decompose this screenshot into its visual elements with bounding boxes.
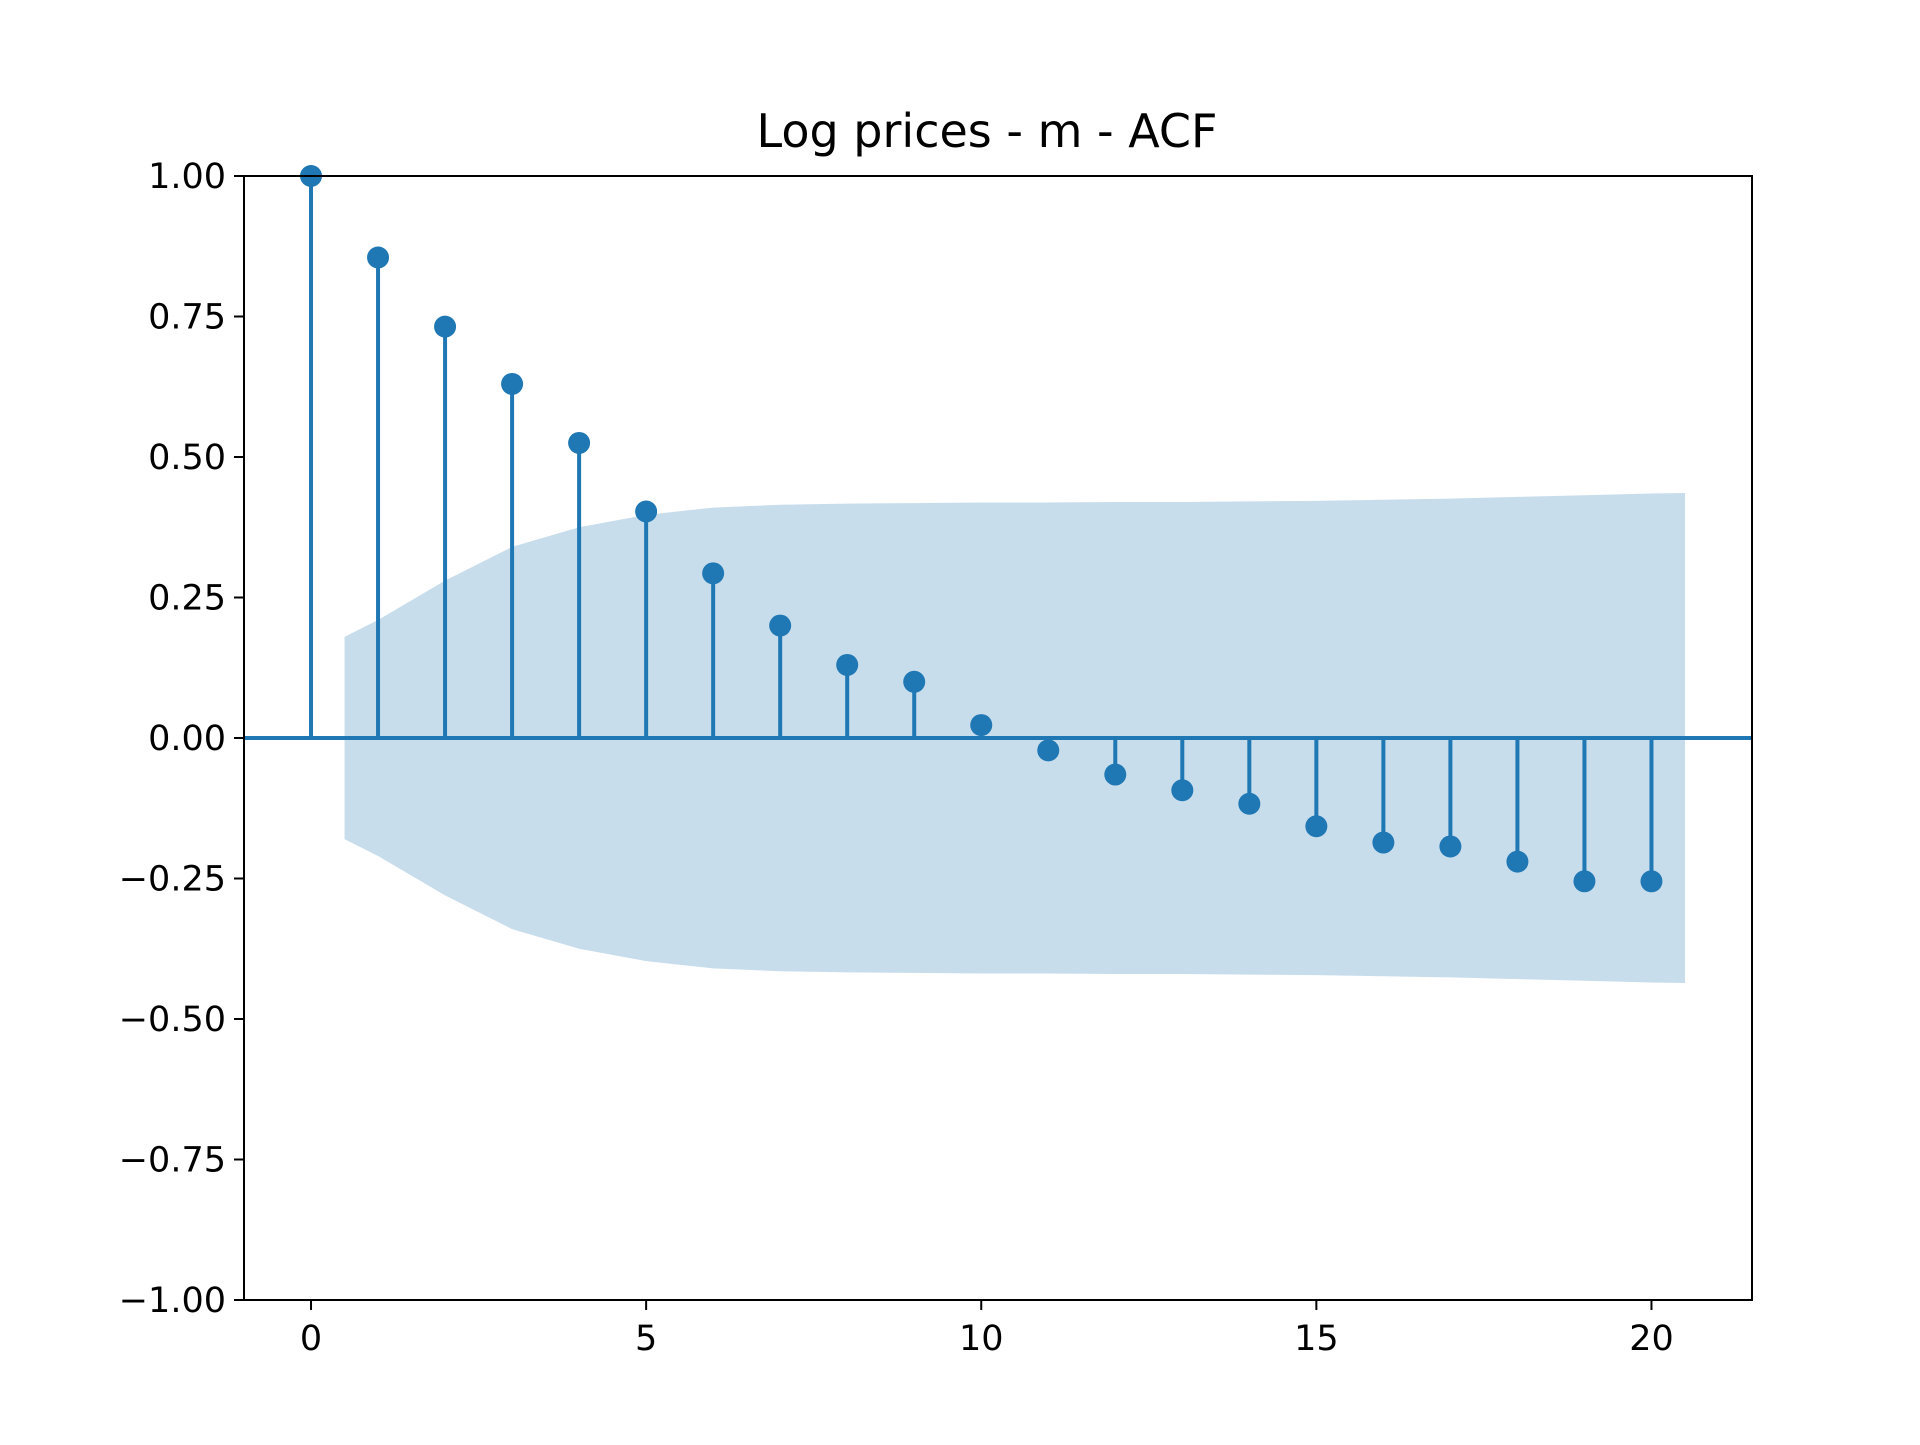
acf-point-lag-10	[970, 714, 993, 737]
y-tick-label: 0.25	[148, 579, 226, 619]
acf-point-lag-5	[635, 500, 658, 523]
acf-point-lag-16	[1372, 831, 1395, 854]
acf-point-lag-1	[367, 246, 390, 269]
stem-layer	[309, 176, 1654, 882]
acf-point-lag-9	[903, 670, 926, 693]
acf-point-lag-14	[1238, 792, 1261, 815]
acf-point-lag-11	[1037, 739, 1060, 762]
acf-point-lag-18	[1506, 850, 1529, 873]
y-tick-label: −0.25	[119, 860, 226, 900]
acf-point-lag-7	[769, 614, 792, 637]
y-tick-label: 0.75	[148, 298, 226, 338]
y-tick-label: −0.50	[119, 1000, 226, 1040]
acf-point-lag-4	[568, 431, 591, 454]
acf-point-lag-15	[1305, 815, 1328, 838]
y-tick-label: 0.00	[148, 719, 226, 759]
acf-point-lag-6	[702, 562, 725, 585]
acf-point-lag-13	[1171, 779, 1194, 802]
acf-point-lag-19	[1573, 870, 1596, 893]
y-tick-label: 1.00	[148, 157, 226, 197]
x-tick-label: 0	[300, 1319, 322, 1359]
acf-point-lag-12	[1104, 763, 1127, 786]
x-tick-label: 15	[1294, 1319, 1339, 1359]
x-tick-label: 10	[959, 1319, 1004, 1359]
x-tick-label: 20	[1629, 1319, 1674, 1359]
chart-title: Log prices - m - ACF	[757, 104, 1218, 158]
acf-point-lag-20	[1640, 870, 1663, 893]
tick-layer: 0 5 10 15 20 1.00 0.75 0.50 0.25 0.00 −0.25 −0.50 −0…	[119, 157, 1674, 1359]
acf-point-lag-17	[1439, 835, 1462, 858]
y-tick-label: 0.50	[148, 438, 226, 478]
y-tick-label: −1.00	[119, 1281, 226, 1321]
y-tick-label: −0.75	[119, 1141, 226, 1181]
acf-point-lag-8	[836, 653, 859, 676]
acf-point-lag-3	[501, 372, 524, 395]
x-tick-label: 5	[635, 1319, 657, 1359]
acf-point-lag-2	[434, 315, 457, 338]
point-layer	[300, 165, 1663, 893]
